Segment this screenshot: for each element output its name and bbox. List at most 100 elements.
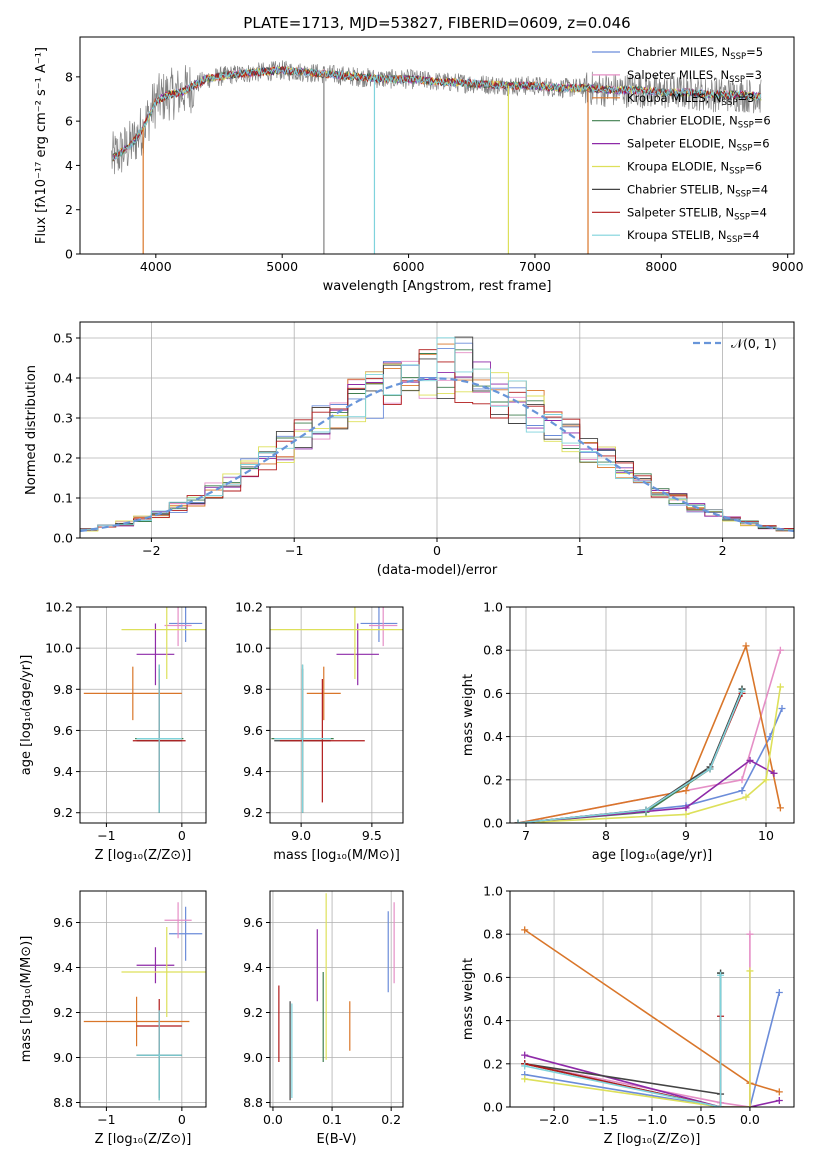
series-line — [517, 643, 782, 823]
series-kroupa-miles — [514, 642, 784, 823]
panel-weight-vs-Z: −2.0 −1.5 −1.0 −0.5 0.0 0.0 0.2 0.4 0.6 0.8 1.0 Z [… — [461, 884, 795, 1147]
legend-value: =6 — [753, 137, 770, 151]
axes-frame — [269, 606, 404, 824]
plot-area-age-vs-mass — [270, 606, 403, 823]
series-kroupa-stelib — [521, 971, 725, 1107]
x-axis-label: (data-model)/error — [377, 563, 498, 578]
series-marker — [682, 810, 690, 818]
legend-value: =5 — [746, 45, 763, 59]
series-marker — [738, 776, 746, 784]
y-tick-label: 0.0 — [483, 1100, 503, 1115]
point-salpeter-miles — [164, 607, 192, 647]
panel-mass-vs-EBV: 0.0 0.1 0.2 8.8 9.0 9.2 9.4 9.6 E(B-V) — [243, 890, 404, 1147]
y-tick-label: 0.6 — [483, 686, 503, 701]
legend-entry-salpeter-miles: Salpeter MILES, NSSP=3 — [627, 68, 762, 85]
y-axis-label: Flux [fλ10⁻¹⁷ erg cm⁻² s⁻¹ A⁻¹] — [34, 47, 49, 244]
x-tick-label: −1 — [97, 828, 115, 843]
point-salpeter-miles — [164, 902, 192, 939]
series-marker — [717, 971, 725, 979]
series-line — [517, 688, 743, 823]
y-tick-label: 0.2 — [483, 1056, 503, 1071]
point-chabrier-miles — [169, 607, 203, 642]
x-tick-label: 0.2 — [381, 1112, 401, 1127]
x-tick-label: 0 — [433, 543, 441, 558]
y-tick-label: 4 — [65, 158, 73, 173]
point-salpeter-elodie — [136, 947, 175, 984]
plot-area-mass-vs-EBV — [270, 891, 403, 1107]
series-line — [517, 688, 743, 823]
x-tick-label: −2 — [142, 543, 160, 558]
y-tick-label: 9.4 — [53, 764, 73, 779]
series-marker — [762, 776, 770, 784]
y-axis-label: mass weight — [461, 958, 476, 1040]
axes-frame — [509, 606, 795, 824]
x-tick-label: 0.0 — [740, 1112, 760, 1127]
y-tick-label: 9.6 — [243, 723, 263, 738]
legend-label: Chabrier STELIB, N — [627, 182, 735, 196]
series-marker — [521, 1075, 529, 1083]
point-kroupa-miles — [83, 666, 182, 721]
point-salpeter-elodie — [336, 623, 379, 686]
y-tick-label: 0.1 — [53, 491, 73, 506]
y-tick-label: 6 — [65, 114, 73, 129]
series-group — [80, 336, 794, 533]
legend-value: =6 — [745, 160, 762, 174]
series-group — [278, 893, 395, 1101]
legend-label: Kroupa STELIB, N — [627, 228, 727, 242]
x-tick-label: 9.0 — [291, 828, 311, 843]
x-axis-label: E(B-V) — [316, 1132, 356, 1147]
series-line — [524, 992, 781, 1107]
y-tick-label: 9.4 — [243, 960, 263, 975]
series-line — [517, 690, 743, 823]
series-marker — [776, 804, 784, 812]
y-tick-label: 0.2 — [483, 772, 503, 787]
x-tick-label: −2.0 — [539, 1112, 569, 1127]
y-tick-label: 0.4 — [483, 1013, 503, 1028]
point-salpeter-stelib — [279, 679, 365, 803]
series-marker — [770, 769, 778, 777]
legend-label: Kroupa MILES, N — [627, 91, 722, 105]
legend-entry-kroupa-stelib: Kroupa STELIB, NSSP=4 — [627, 228, 759, 245]
x-tick-label: 0 — [178, 828, 186, 843]
y-tick-label: 9.8 — [243, 682, 263, 697]
histogram-kroupa-stelib — [80, 337, 794, 531]
series-line — [517, 686, 782, 823]
normal-curve — [80, 377, 794, 533]
legend-sub: SSP — [735, 189, 751, 199]
legend-sub: SSP — [730, 52, 746, 62]
point-chabrier-miles — [169, 906, 203, 961]
legend-sub: SSP — [734, 212, 750, 222]
x-tick-label: 0.0 — [263, 1112, 283, 1127]
plot-area-weight-vs-age — [510, 606, 794, 824]
legend-sub: SSP — [738, 121, 754, 131]
series-chabrier-stelib — [514, 685, 746, 823]
y-tick-label: 9.6 — [243, 915, 263, 930]
legend-entry-kroupa-miles: Kroupa MILES, NSSP=3 — [627, 91, 754, 108]
x-tick-label: 8000 — [645, 259, 677, 274]
legend-value: =6 — [754, 114, 771, 128]
plot-area-weight-vs-Z — [510, 890, 794, 1108]
legend-value: =4 — [751, 182, 768, 196]
y-tick-label: 10.2 — [235, 600, 263, 615]
series-marker — [682, 787, 690, 795]
y-tick-label: 10.2 — [45, 600, 73, 615]
series-marker — [775, 1088, 783, 1096]
y-tick-label: 1.0 — [483, 600, 503, 615]
series-marker — [738, 687, 746, 695]
plot-area-age-vs-Z — [80, 606, 206, 823]
x-tick-label: −0.5 — [686, 1112, 716, 1127]
x-tick-label: 5000 — [266, 259, 298, 274]
point-kroupa-stelib — [274, 664, 331, 813]
x-tick-label: 0.1 — [322, 1112, 342, 1127]
axes-frame — [79, 606, 207, 824]
axes-frame — [79, 36, 795, 255]
x-tick-label: −1 — [97, 1112, 115, 1127]
y-tick-label: 9.8 — [53, 682, 73, 697]
x-tick-label: 10 — [758, 828, 774, 843]
axes-frame — [79, 890, 207, 1108]
x-tick-label: 0 — [178, 1112, 186, 1127]
y-tick-label: 0.0 — [53, 531, 73, 546]
series-marker — [746, 967, 754, 975]
y-tick-label: 8 — [65, 69, 73, 84]
